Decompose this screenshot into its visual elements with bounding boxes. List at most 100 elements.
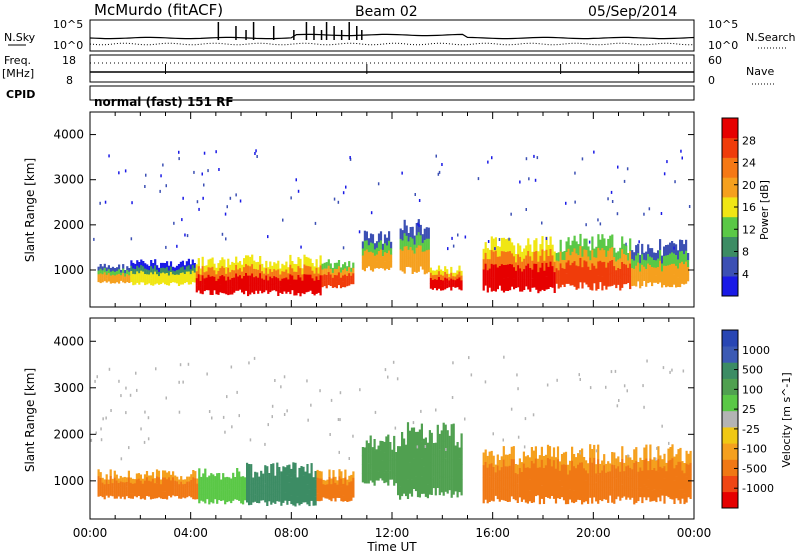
- power-cell: [225, 273, 228, 281]
- velocity-cell: [113, 484, 116, 492]
- power-cell: [285, 269, 288, 278]
- power-cell: [683, 274, 686, 285]
- velocity-cell: [498, 460, 501, 471]
- velocity-cell: [141, 478, 144, 484]
- power-cell: [587, 256, 590, 267]
- power-cell: [617, 259, 620, 269]
- power-cell: [435, 269, 439, 276]
- velocity-dot: [396, 377, 399, 381]
- velocity-cell: [490, 463, 493, 476]
- velocity-cell: [234, 477, 237, 483]
- velocity-cell: [222, 486, 225, 494]
- velocity-cell: [365, 451, 368, 463]
- power-cell: [431, 270, 434, 276]
- velocity-cell: [276, 481, 279, 492]
- power-cell: [390, 248, 393, 255]
- power-cell: [335, 269, 338, 276]
- power-dot: [358, 230, 361, 234]
- power-cell: [671, 252, 674, 265]
- power-cell: [109, 271, 112, 276]
- velocity-cell: [496, 487, 499, 500]
- power-dot: [181, 218, 183, 222]
- power-cell: [490, 236, 493, 251]
- velocity-cell: [170, 486, 173, 492]
- power-cell: [407, 249, 410, 259]
- power-cell: [617, 276, 620, 285]
- power-cell: [138, 273, 141, 280]
- velocity-cell: [498, 491, 501, 502]
- velocity-dot: [643, 405, 645, 409]
- power-cell: [657, 258, 660, 268]
- power-cell: [122, 264, 125, 269]
- velocity-cell: [526, 491, 529, 504]
- power-cell: [421, 234, 424, 244]
- velocity-cell: [363, 465, 366, 475]
- power-cell: [651, 248, 654, 258]
- power-cell: [623, 243, 626, 255]
- velocity-dot: [231, 425, 233, 429]
- velocity-dot: [656, 446, 658, 450]
- velocity-cell: [669, 485, 672, 499]
- velocity-cell: [246, 472, 249, 483]
- velocity-cell: [552, 460, 556, 474]
- power-cell: [171, 270, 175, 275]
- power-cell: [637, 243, 640, 254]
- power-cell: [409, 257, 412, 268]
- velocity-cell: [230, 490, 233, 497]
- velocity-dot: [392, 360, 395, 364]
- velocity-cell: [174, 480, 177, 486]
- velocity-cell: [290, 477, 293, 487]
- velocity-cell: [615, 488, 618, 500]
- velocity-cell: [232, 493, 235, 501]
- power-cell: [130, 271, 133, 277]
- noise-panel: N.Sky 10^5 10^0 10^5 10^0 N.Search: [4, 18, 796, 52]
- power-cell: [386, 260, 389, 269]
- velocity-cell: [633, 490, 636, 505]
- power-cell: [591, 263, 594, 278]
- velocity-cell: [448, 449, 451, 464]
- velocity-cell: [377, 454, 380, 464]
- power-cell: [511, 242, 514, 254]
- power-cell: [533, 251, 536, 264]
- power-cell: [116, 278, 119, 283]
- power-cell: [411, 250, 414, 263]
- power-cell: [625, 255, 628, 265]
- velocity-dot: [143, 440, 146, 444]
- power-cell: [619, 269, 622, 280]
- power-cell: [352, 267, 355, 274]
- velocity-cell: [166, 485, 169, 493]
- power-dot: [165, 245, 167, 249]
- velocity-cell: [502, 459, 505, 474]
- velocity-cell: [430, 432, 433, 449]
- velocity-cell: [673, 456, 676, 469]
- power-cell: [513, 245, 516, 257]
- velocity-cell: [346, 496, 349, 502]
- power-cell: [187, 277, 190, 285]
- power-cell: [419, 245, 422, 257]
- power-cell: [523, 279, 526, 290]
- power-cell: [271, 271, 274, 279]
- velocity-cell: [296, 477, 299, 485]
- power-cell: [537, 282, 540, 294]
- velocity-cell: [440, 476, 443, 493]
- power-cell: [303, 284, 306, 295]
- power-cell: [504, 239, 508, 253]
- velocity-cell: [330, 489, 333, 496]
- velocity-cell: [210, 473, 213, 481]
- velocity-cell: [452, 459, 455, 477]
- velocity-cell: [414, 461, 418, 477]
- velocity-cell: [190, 485, 193, 492]
- power-cell: [629, 238, 632, 252]
- velocity-cell: [308, 473, 311, 482]
- velocity-cell: [649, 458, 652, 474]
- power-cell: [509, 264, 512, 278]
- velocity-cell: [667, 484, 670, 498]
- power-cell: [611, 247, 614, 261]
- power-cell: [261, 278, 264, 287]
- velocity-cell: [206, 488, 209, 494]
- power-cell: [111, 266, 115, 272]
- velocity-cell: [627, 465, 630, 477]
- power-cell: [281, 263, 284, 272]
- velocity-cell: [204, 485, 207, 495]
- velocity-cell: [649, 444, 652, 459]
